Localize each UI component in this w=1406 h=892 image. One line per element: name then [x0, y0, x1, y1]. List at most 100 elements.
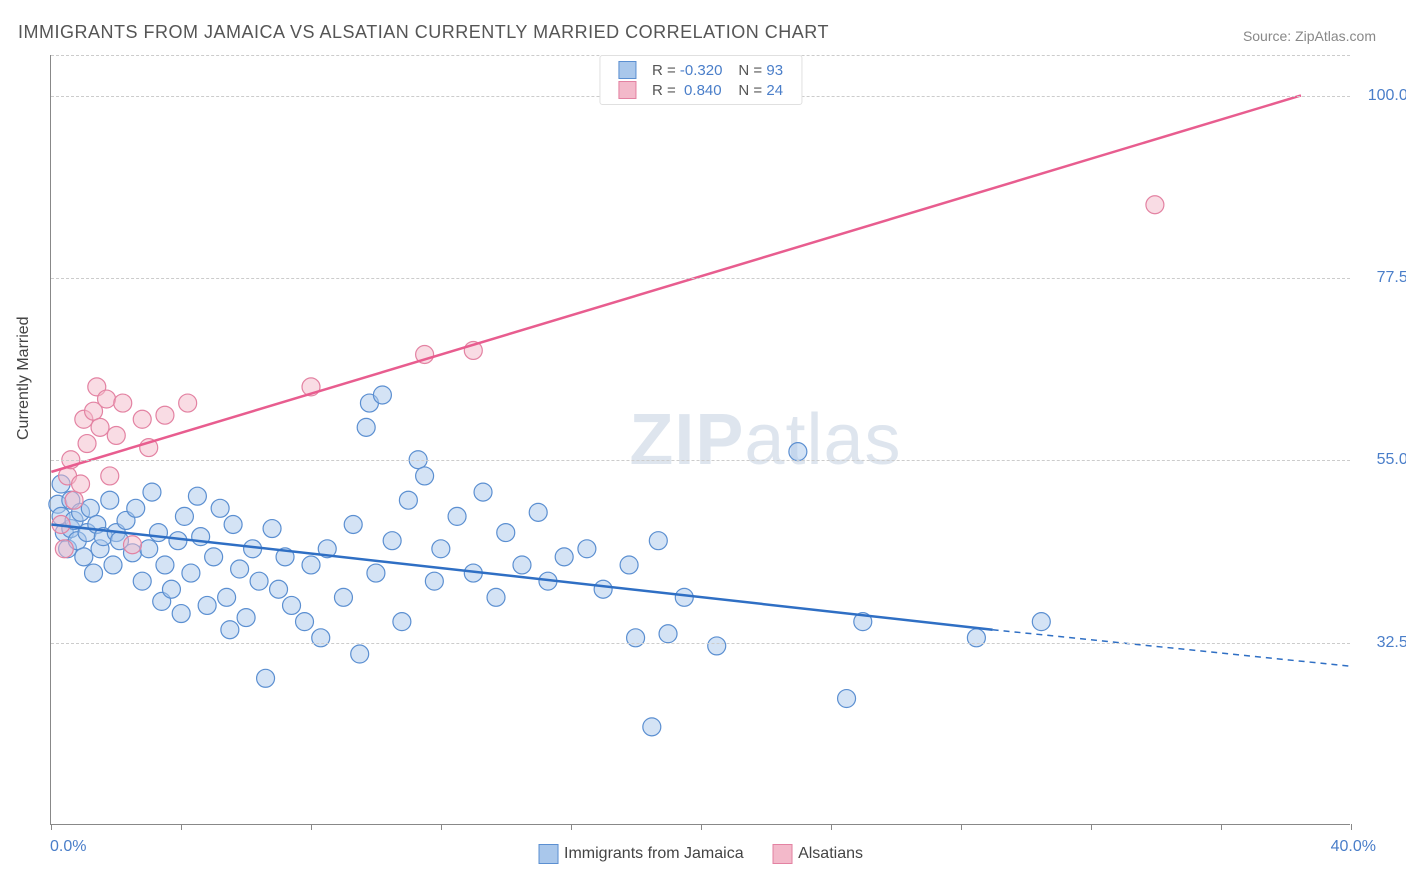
- x-tick: [441, 824, 442, 830]
- data-point-jamaica: [344, 516, 362, 534]
- data-point-jamaica: [367, 564, 385, 582]
- data-point-jamaica: [250, 572, 268, 590]
- data-point-jamaica: [224, 516, 242, 534]
- correlation-legend: R = -0.320 N = 93 R = 0.840 N = 24: [599, 55, 802, 105]
- regression-line-dashed-jamaica: [993, 630, 1350, 666]
- data-point-jamaica: [487, 588, 505, 606]
- y-tick-label: 77.5%: [1377, 269, 1406, 287]
- data-point-jamaica: [643, 718, 661, 736]
- data-point-jamaica: [416, 467, 434, 485]
- legend-item-alsatians: Alsatians: [772, 844, 863, 864]
- data-point-jamaica: [789, 443, 807, 461]
- data-point-jamaica: [198, 596, 216, 614]
- data-point-jamaica: [127, 499, 145, 517]
- data-point-jamaica: [708, 637, 726, 655]
- gridline: [51, 643, 1350, 644]
- data-point-alsatians: [91, 418, 109, 436]
- data-point-jamaica: [205, 548, 223, 566]
- data-point-jamaica: [627, 629, 645, 647]
- data-point-alsatians: [72, 475, 90, 493]
- data-point-jamaica: [85, 564, 103, 582]
- x-tick: [961, 824, 962, 830]
- data-point-alsatians: [124, 536, 142, 554]
- data-point-jamaica: [448, 507, 466, 525]
- plot-area: ZIPatlas R = -0.320 N = 93 R = 0.840 N =…: [50, 55, 1350, 825]
- legend-item-jamaica: Immigrants from Jamaica: [538, 844, 744, 864]
- data-point-jamaica: [81, 499, 99, 517]
- data-point-alsatians: [65, 491, 83, 509]
- x-tick: [831, 824, 832, 830]
- series-legend: Immigrants from Jamaica Alsatians: [526, 844, 875, 864]
- data-point-jamaica: [649, 532, 667, 550]
- y-axis-label: Currently Married: [15, 316, 33, 440]
- source-attribution: Source: ZipAtlas.com: [1243, 28, 1376, 44]
- data-point-jamaica: [211, 499, 229, 517]
- data-point-alsatians: [156, 406, 174, 424]
- data-point-jamaica: [169, 532, 187, 550]
- x-axis-max-label: 40.0%: [1331, 838, 1376, 856]
- data-point-jamaica: [231, 560, 249, 578]
- data-point-jamaica: [432, 540, 450, 558]
- data-point-jamaica: [967, 629, 985, 647]
- data-point-alsatians: [1146, 196, 1164, 214]
- data-point-jamaica: [497, 524, 515, 542]
- y-tick-label: 100.0%: [1368, 87, 1406, 105]
- data-point-jamaica: [425, 572, 443, 590]
- swatch-jamaica: [618, 61, 636, 79]
- x-tick: [51, 824, 52, 830]
- legend-row-alsatians: R = 0.840 N = 24: [610, 80, 791, 100]
- x-tick: [311, 824, 312, 830]
- data-point-jamaica: [399, 491, 417, 509]
- data-point-jamaica: [675, 588, 693, 606]
- data-point-jamaica: [620, 556, 638, 574]
- data-point-jamaica: [172, 605, 190, 623]
- data-point-jamaica: [237, 609, 255, 627]
- data-point-jamaica: [143, 483, 161, 501]
- data-point-jamaica: [140, 540, 158, 558]
- x-tick: [181, 824, 182, 830]
- source-link[interactable]: ZipAtlas.com: [1295, 28, 1376, 44]
- data-point-jamaica: [156, 556, 174, 574]
- r-value-jamaica: -0.320: [680, 62, 723, 79]
- y-tick-label: 32.5%: [1377, 634, 1406, 652]
- data-point-jamaica: [270, 580, 288, 598]
- data-point-jamaica: [218, 588, 236, 606]
- data-point-alsatians: [98, 390, 116, 408]
- data-point-jamaica: [221, 621, 239, 639]
- y-tick-label: 55.0%: [1377, 451, 1406, 469]
- r-value-alsatians: 0.840: [684, 82, 722, 99]
- x-tick: [1351, 824, 1352, 830]
- data-point-jamaica: [312, 629, 330, 647]
- data-point-jamaica: [334, 588, 352, 606]
- data-point-jamaica: [175, 507, 193, 525]
- plot-svg: [51, 55, 1350, 824]
- data-point-jamaica: [133, 572, 151, 590]
- data-point-jamaica: [1032, 613, 1050, 631]
- gridline: [51, 460, 1350, 461]
- data-point-jamaica: [75, 548, 93, 566]
- data-point-jamaica: [474, 483, 492, 501]
- data-point-jamaica: [357, 418, 375, 436]
- regression-line-alsatians: [51, 95, 1301, 471]
- x-tick: [1221, 824, 1222, 830]
- data-point-jamaica: [104, 556, 122, 574]
- data-point-jamaica: [302, 556, 320, 574]
- data-point-jamaica: [296, 613, 314, 631]
- data-point-alsatians: [133, 410, 151, 428]
- x-tick: [571, 824, 572, 830]
- data-point-alsatians: [55, 540, 73, 558]
- n-value-jamaica: 93: [766, 62, 783, 79]
- data-point-jamaica: [351, 645, 369, 663]
- x-axis-min-label: 0.0%: [50, 838, 86, 856]
- data-point-alsatians: [114, 394, 132, 412]
- source-label: Source:: [1243, 28, 1295, 44]
- chart-title: IMMIGRANTS FROM JAMAICA VS ALSATIAN CURR…: [18, 22, 829, 43]
- data-point-jamaica: [283, 596, 301, 614]
- data-point-jamaica: [578, 540, 596, 558]
- gridline: [51, 278, 1350, 279]
- n-value-alsatians: 24: [766, 82, 783, 99]
- chart-container: IMMIGRANTS FROM JAMAICA VS ALSATIAN CURR…: [0, 0, 1406, 892]
- data-point-jamaica: [101, 491, 119, 509]
- data-point-jamaica: [162, 580, 180, 598]
- data-point-jamaica: [529, 503, 547, 521]
